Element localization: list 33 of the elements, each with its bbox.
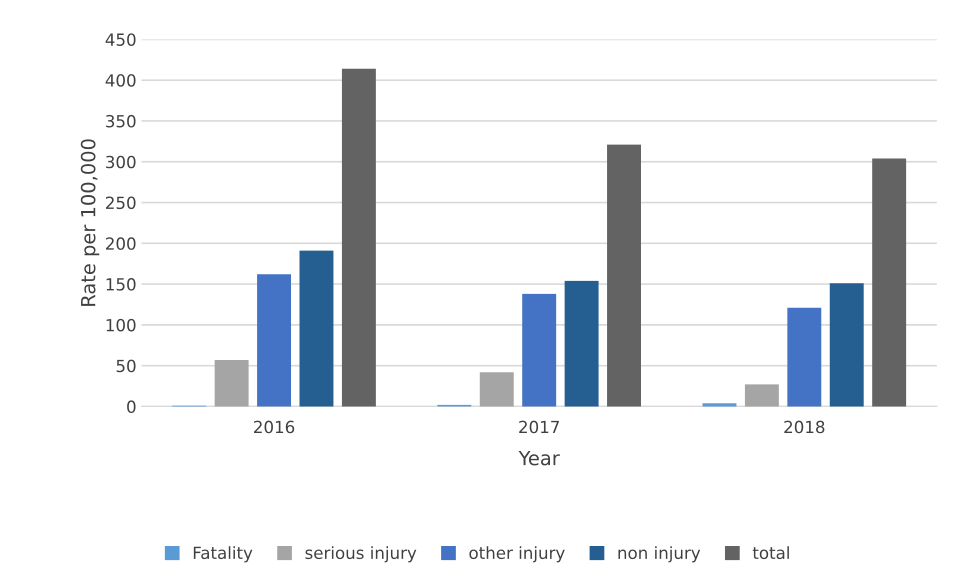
bar bbox=[300, 250, 334, 406]
y-axis-title: Rate per 100,000 bbox=[80, 139, 100, 306]
legend-label: other injury bbox=[469, 546, 565, 562]
y-tick-label: 150 bbox=[106, 278, 136, 291]
y-tick-label: 450 bbox=[106, 33, 136, 46]
legend-label: serious injury bbox=[305, 546, 416, 562]
legend-label: total bbox=[752, 546, 789, 560]
x-tick-label: 2016 bbox=[254, 420, 294, 434]
bar bbox=[702, 403, 736, 406]
y-tick-label: 100 bbox=[106, 318, 136, 332]
bar bbox=[830, 283, 864, 406]
x-tick-label: 2017 bbox=[519, 420, 559, 434]
bar bbox=[257, 274, 292, 406]
bar bbox=[564, 280, 599, 406]
bar bbox=[342, 68, 376, 406]
x-tick-label: 2018 bbox=[784, 420, 824, 434]
y-tick-label: 0 bbox=[127, 400, 136, 414]
y-tick-label: 250 bbox=[106, 196, 136, 210]
bar bbox=[480, 372, 514, 406]
bar bbox=[607, 144, 641, 406]
legend-label: Fatality bbox=[194, 546, 252, 562]
x-axis-title: Year bbox=[518, 450, 560, 466]
y-tick-label: 300 bbox=[106, 156, 136, 168]
bar bbox=[744, 384, 779, 406]
y-tick-label: 50 bbox=[116, 360, 136, 372]
bar bbox=[872, 158, 906, 406]
y-tick-label: 200 bbox=[106, 237, 136, 250]
y-tick-label: 400 bbox=[106, 74, 136, 87]
bar bbox=[787, 308, 822, 406]
bar bbox=[214, 360, 249, 406]
y-tick-label: 350 bbox=[106, 114, 136, 128]
legend-label: non injury bbox=[618, 546, 700, 562]
bar bbox=[522, 294, 556, 406]
